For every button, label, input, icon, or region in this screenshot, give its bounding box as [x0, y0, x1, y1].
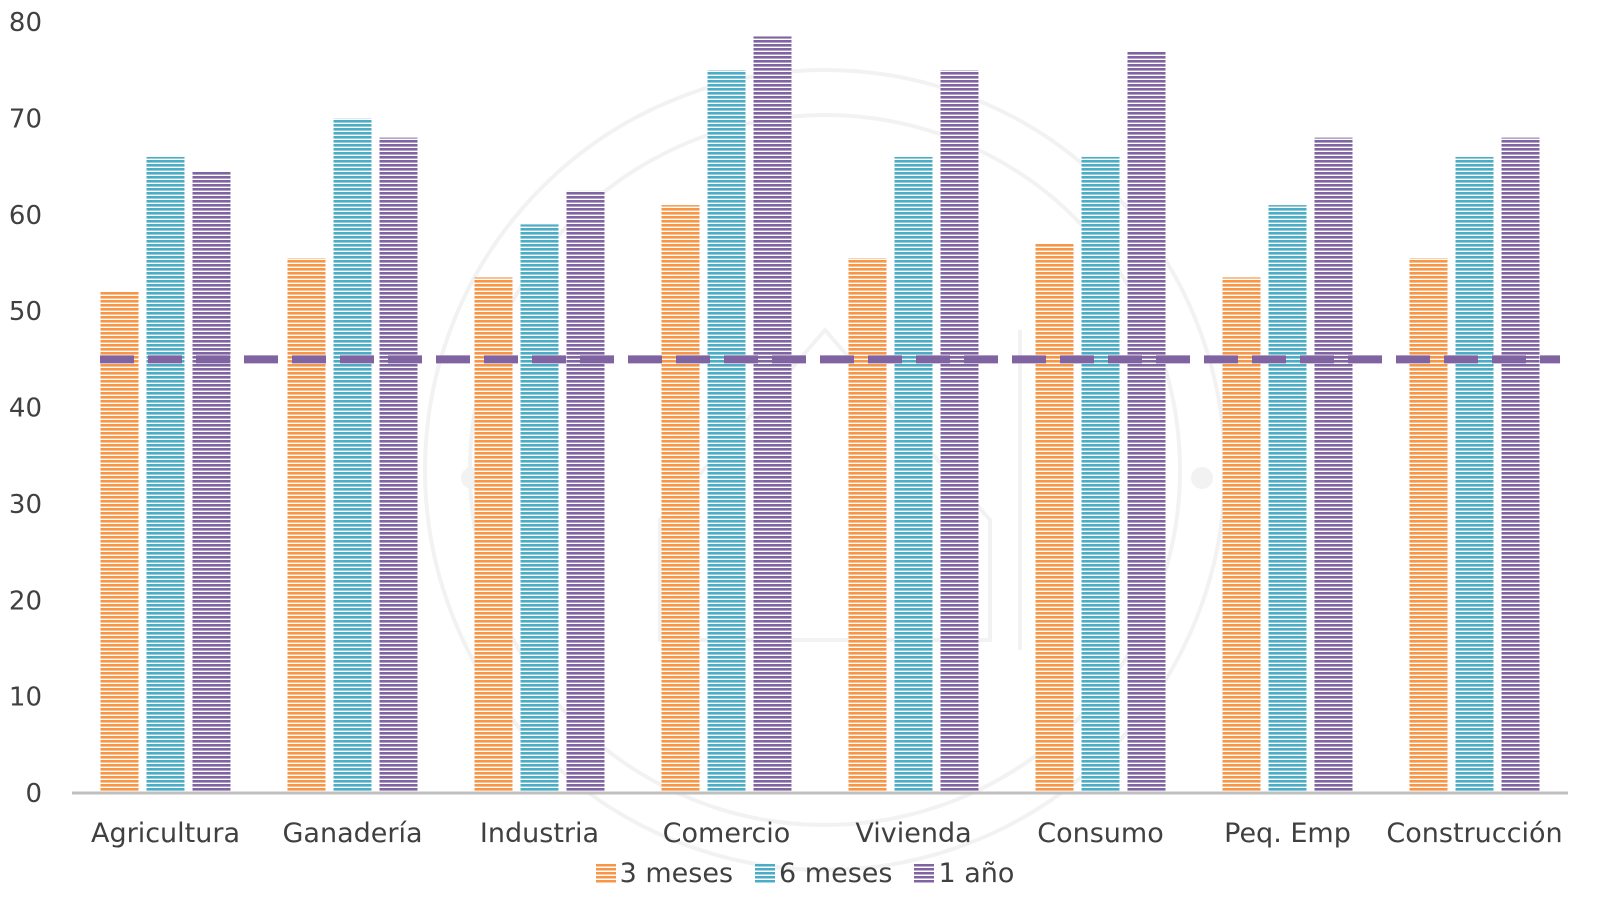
bar-6-meses-Comercio [707, 70, 746, 793]
bar-3-meses-Industria [474, 277, 513, 793]
bar-1-año-Agricultura [192, 171, 231, 794]
y-tick-label: 60 [9, 201, 42, 231]
bar-6-meses-Vivienda [894, 156, 933, 794]
bar-1-año-Comercio [753, 36, 792, 794]
legend-label: 3 meses [619, 858, 734, 889]
bar-1-año-Consumo [1127, 50, 1166, 794]
bar-1-año-Industria [566, 190, 605, 793]
x-tick-label: Agricultura [91, 818, 240, 849]
bar-3-meses-Ganadería [287, 258, 326, 793]
legend-label: 1 año [938, 858, 1015, 889]
legend-swatch [755, 863, 776, 884]
y-tick-label: 70 [9, 104, 42, 134]
bar-6-meses-Construcción [1455, 156, 1494, 794]
legend-item: 6 meses [755, 858, 892, 889]
y-axis-labels: 0 10 20 30 40 50 60 70 80 [9, 8, 42, 809]
y-tick-label: 80 [9, 8, 42, 38]
bar-6-meses-Industria [520, 224, 559, 793]
y-tick-label: 40 [9, 394, 42, 424]
x-tick-label: Industria [480, 818, 599, 849]
bar-1-año-Peq. Emp [1314, 137, 1353, 793]
x-tick-label: Vivienda [855, 818, 971, 849]
legend-item: 3 meses [595, 858, 734, 889]
x-tick-label: Construcción [1386, 818, 1562, 849]
bar-3-meses-Consumo [1035, 243, 1074, 794]
y-tick-label: 10 [9, 683, 42, 713]
y-tick-label: 0 [25, 779, 42, 809]
bar-3-meses-Agricultura [100, 291, 139, 793]
legend-swatch [914, 863, 935, 884]
y-tick-label: 50 [9, 297, 42, 327]
x-axis-labels: Agricultura Ganadería Industria Comercio Viv… [91, 818, 1563, 849]
y-tick-label: 20 [9, 586, 42, 616]
bar-3-meses-Vivienda [848, 258, 887, 793]
bar-1-año-Construcción [1501, 137, 1540, 793]
bar-6-meses-Consumo [1081, 156, 1120, 794]
x-tick-label: Comercio [663, 818, 791, 849]
bar-6-meses-Agricultura [146, 156, 185, 794]
bars [100, 36, 1540, 794]
bar-1-año-Ganadería [379, 137, 418, 793]
x-tick-label: Consumo [1037, 818, 1163, 849]
y-tick-label: 30 [9, 490, 42, 520]
x-tick-label: Peq. Emp [1224, 818, 1351, 849]
legend-item: 1 año [914, 858, 1014, 889]
bar-6-meses-Peq. Emp [1268, 205, 1307, 794]
bar-1-año-Vivienda [940, 70, 979, 793]
x-tick-label: Ganadería [282, 818, 422, 849]
bar-3-meses-Construcción [1409, 258, 1448, 793]
bar-3-meses-Comercio [661, 205, 700, 794]
bar-3-meses-Peq. Emp [1222, 277, 1261, 793]
legend-swatch [595, 863, 616, 884]
legend-label: 6 meses [779, 858, 893, 889]
legend: 3 meses 6 meses 1 año [0, 858, 1610, 889]
bar-6-meses-Ganadería [333, 118, 372, 793]
